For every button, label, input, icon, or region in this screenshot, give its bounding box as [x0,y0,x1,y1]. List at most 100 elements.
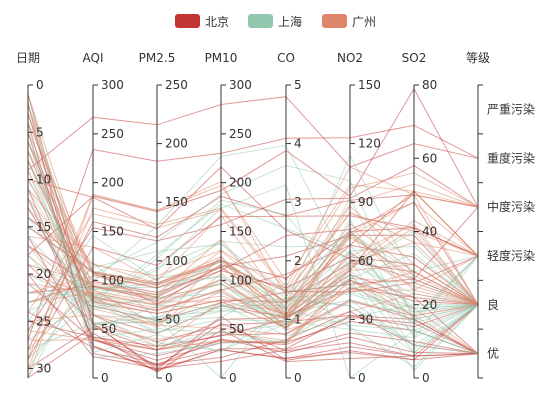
axis-name: CO [277,51,295,65]
series-line [27,172,479,313]
tick-label: 25 [36,314,51,328]
series-line [27,141,479,304]
series-line [27,124,479,341]
tick-label: 1 [294,312,302,326]
tick-label: 200 [101,176,124,190]
parallel-axis: 等级优 良 轻度污染 中度污染 重度污染 严重污染 [466,51,535,379]
tick-label: 60 [358,254,373,268]
axis-name: NO2 [337,51,363,65]
tick-label: 2 [294,254,302,268]
tick-label: 100 [229,273,252,287]
tick-label: 80 [422,78,437,92]
axis-name: PM10 [205,51,238,65]
series-line [27,301,479,336]
tick-label: 5 [294,78,302,92]
tick-label: 150 [165,195,188,209]
series-line [27,214,479,311]
series-line [27,283,478,337]
tick-label: 40 [422,225,437,239]
series-line [27,166,479,280]
series-line [27,273,479,354]
series-lines [27,87,479,379]
series-line [27,243,479,332]
series-line [27,250,479,332]
legend-item[interactable]: 广州 [322,14,376,29]
tick-label: 60 [422,151,437,165]
series-line [27,181,479,379]
series-line [27,279,479,355]
parallel-axis: 日期 0 5 10 15 20 25 30 [16,51,51,378]
series-line [27,329,479,379]
series-line [27,194,479,350]
series-line [27,240,479,313]
legend-label: 广州 [352,15,376,29]
series-line [27,283,479,361]
series-line [27,165,479,331]
tick-label: 150 [358,78,381,92]
tick-label: 300 [101,78,124,92]
tick-label: 300 [229,78,252,92]
series-line [27,228,479,379]
tick-label: 优 [487,347,499,361]
tick-label: 150 [101,225,124,239]
tick-label: 250 [229,127,252,141]
tick-label: 250 [165,78,188,92]
series-line [27,150,479,316]
parallel-axis: CO 0 1 2 3 4 5 [277,51,302,385]
legend-swatch [175,14,200,28]
tick-label: 5 [36,125,44,139]
tick-label: 0 [101,371,109,385]
legend-label: 北京 [205,15,229,29]
tick-label: 3 [294,195,302,209]
legend-swatch [248,14,273,28]
axis-name: PM2.5 [139,51,176,65]
parallel-axis: AQI 0 50 100 150 200 250 300 [83,51,124,385]
tick-label: 0 [36,78,44,92]
axis-name: SO2 [402,51,427,65]
parallel-axis: SO2 0 20 40 60 80 [402,51,438,385]
tick-label: 30 [36,362,51,376]
series-group [27,94,479,379]
parallel-axis: PM2.5 0 50 100 150 200 250 [139,51,188,385]
tick-label: 20 [36,267,51,281]
tick-label: 15 [36,220,51,234]
tick-label: 0 [294,371,302,385]
tick-label: 200 [165,137,188,151]
legend-item[interactable]: 北京 [175,14,229,29]
tick-label: 50 [165,312,180,326]
tick-label: 30 [358,312,373,326]
series-line [27,94,479,355]
series-line [27,166,479,369]
tick-label: 严重污染 [487,101,535,116]
tick-label: 100 [165,254,188,268]
series-line [27,201,479,315]
legend-item[interactable]: 上海 [248,14,302,29]
series-line [27,96,479,171]
series-line [27,222,479,350]
legend-label: 上海 [278,14,302,29]
tick-label: 重度污染 [487,150,535,165]
tick-label: 4 [294,137,302,151]
axis-name: 等级 [466,51,490,65]
tick-label: 200 [229,176,252,190]
legend-swatch [322,14,347,28]
tick-label: 10 [36,173,51,187]
tick-label: 90 [358,195,373,209]
parallel-axis: NO2 0 30 60 90 120 150 [337,51,381,385]
series-line [27,87,479,256]
series-line [27,241,479,329]
tick-label: 50 [101,322,116,336]
series-group [27,94,479,379]
tick-label: 0 [358,371,366,385]
axis-name: AQI [83,51,104,65]
series-line [27,263,479,329]
tick-label: 100 [101,273,124,287]
series-line [27,207,479,311]
tick-label: 50 [229,322,244,336]
series-line [27,160,479,315]
parallel-axis: PM10 0 50 100 150 200 250 300 [205,51,252,385]
tick-label: 中度污染 [487,199,535,214]
series-line [27,154,479,307]
